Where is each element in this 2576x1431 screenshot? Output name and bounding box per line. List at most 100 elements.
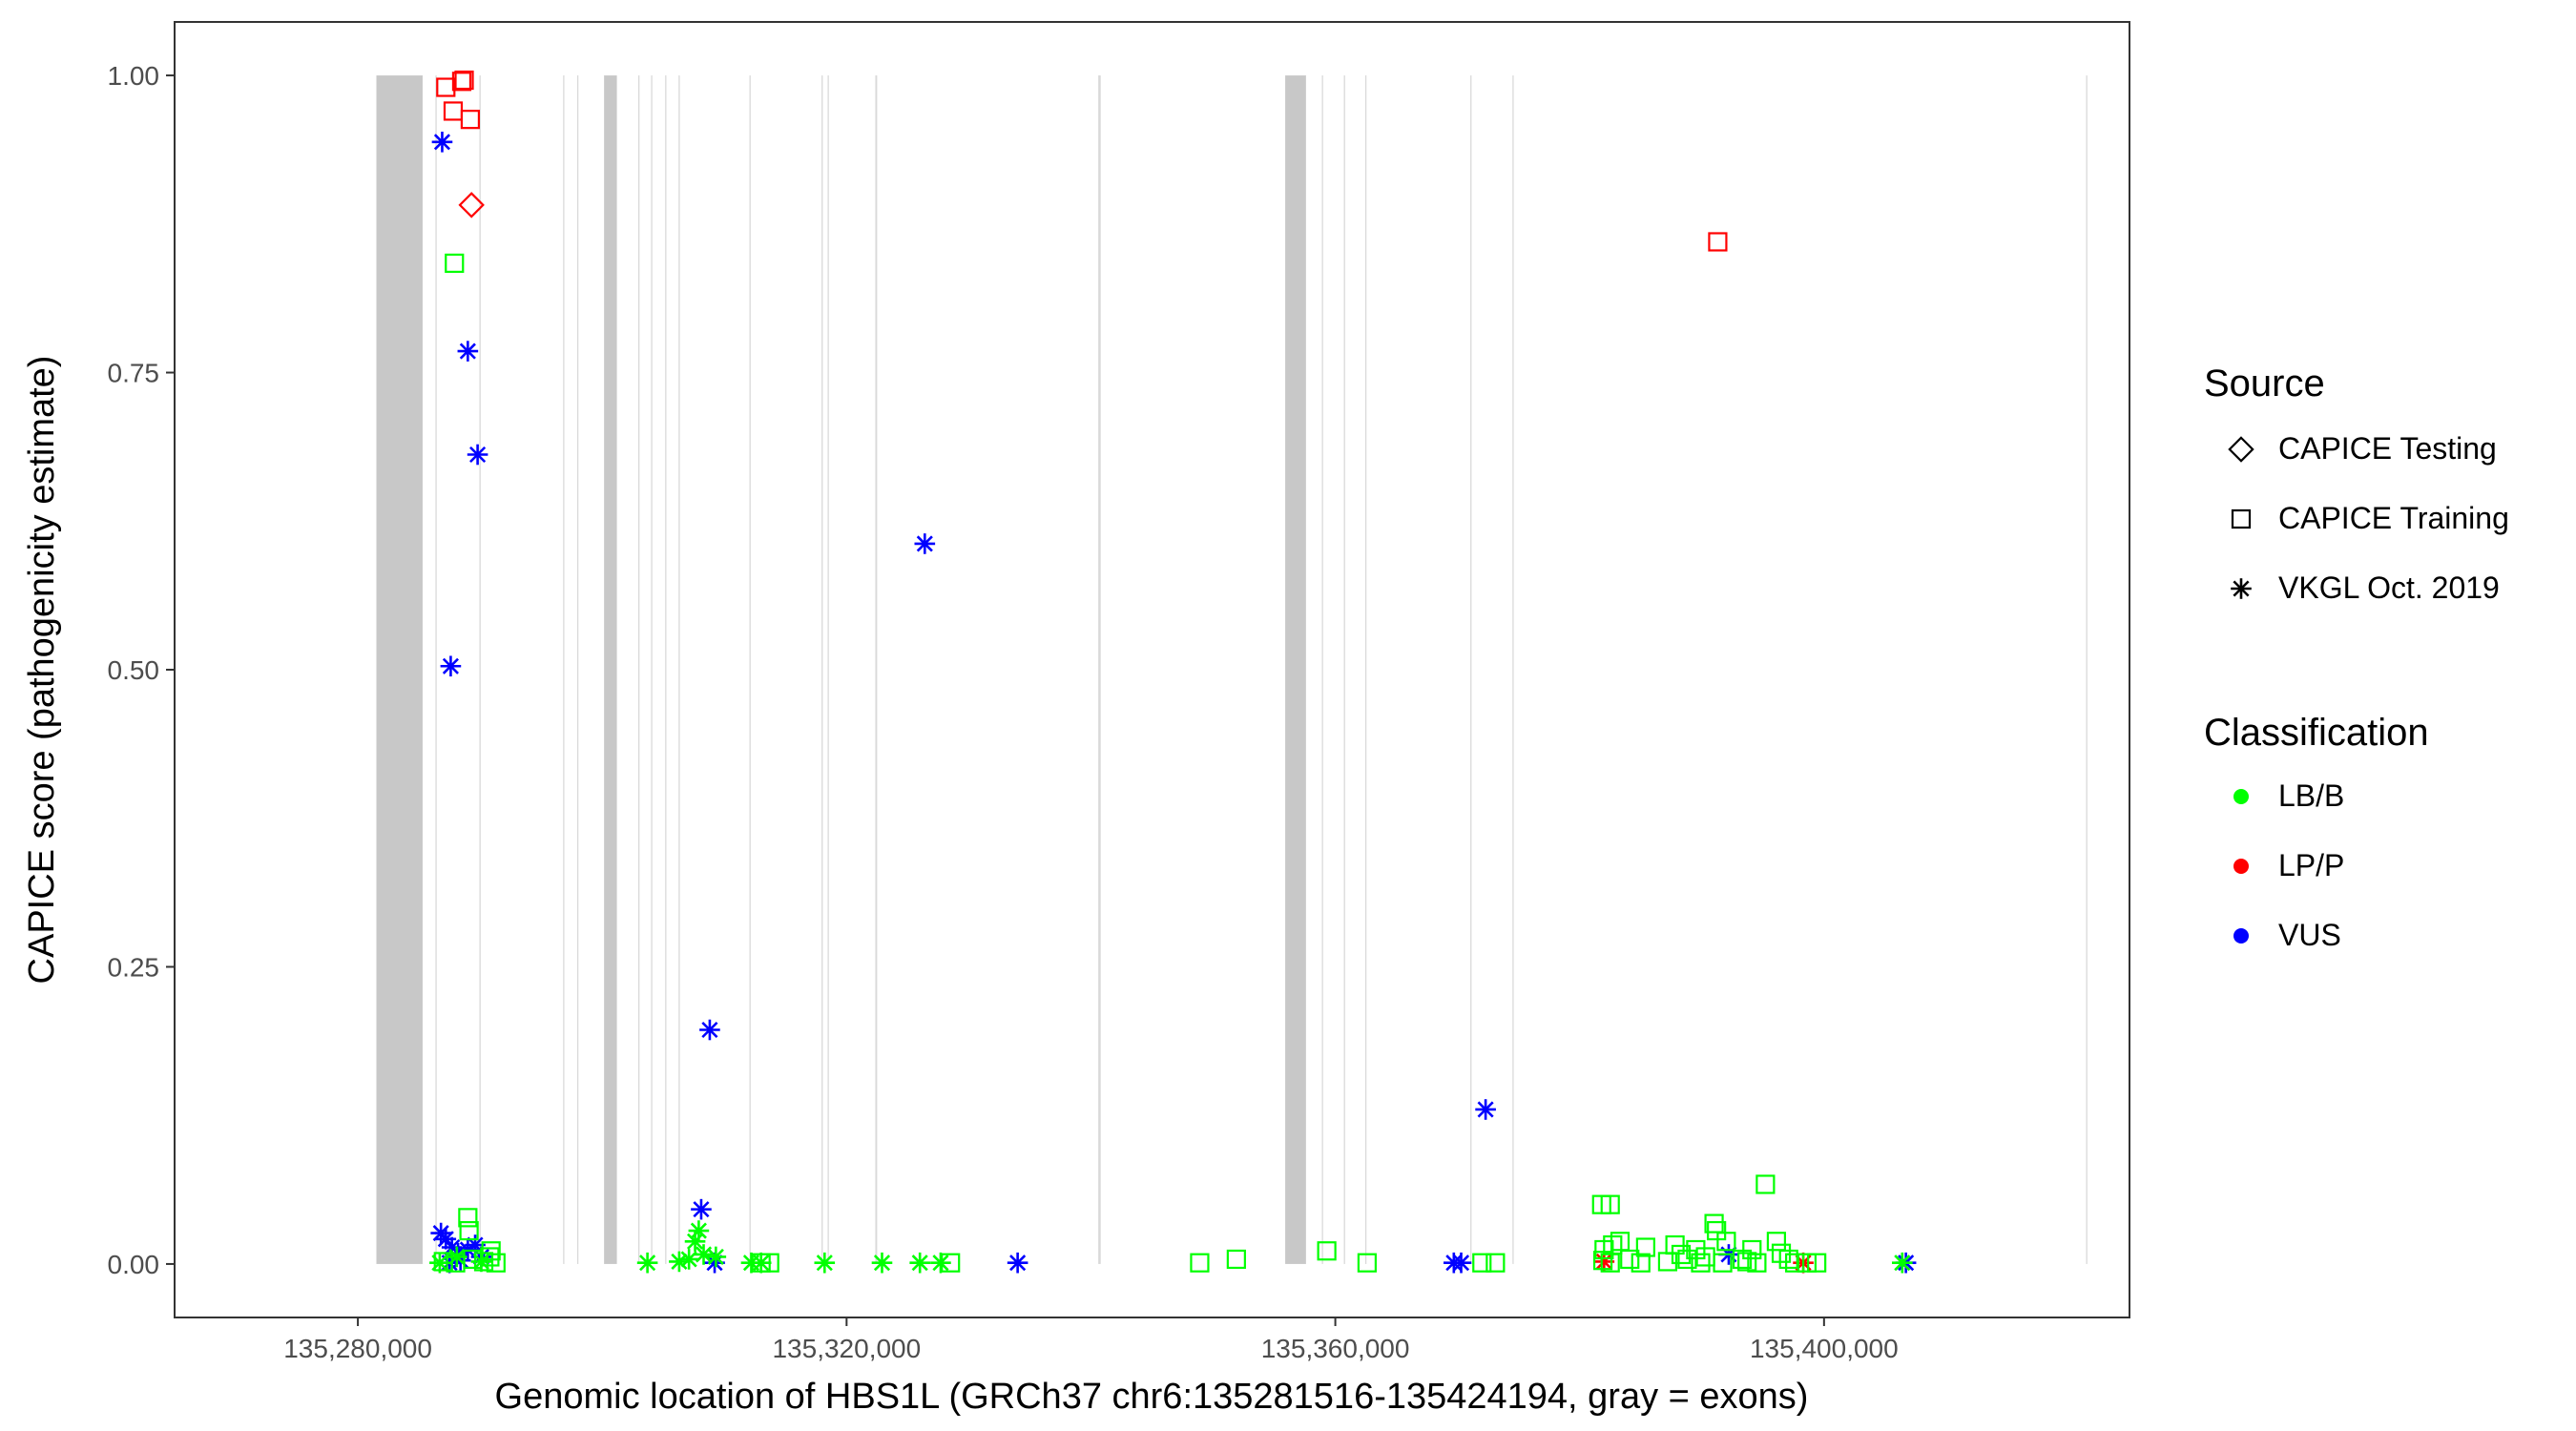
data-point <box>431 132 453 153</box>
plot-panel-border <box>174 21 2130 1318</box>
data-point <box>1747 1253 1767 1273</box>
data-point <box>930 1252 951 1274</box>
data-point <box>1737 1252 1757 1272</box>
data-point <box>1785 1253 1805 1273</box>
legend-class-keys <box>2233 789 2249 944</box>
exon-band <box>1470 75 1472 1264</box>
data-point <box>909 1252 930 1274</box>
data-point <box>457 341 479 362</box>
legend-key-color <box>2233 859 2249 874</box>
legend-classification-title: Classification <box>2204 712 2429 754</box>
data-point <box>445 253 465 274</box>
exon-band <box>604 75 617 1264</box>
data-point <box>1708 232 1728 252</box>
data-point <box>1472 1253 1492 1273</box>
x-axis-title: Genomic location of HBS1L (GRCh37 chr6:1… <box>495 1377 1809 1417</box>
data-point <box>436 77 456 97</box>
data-point <box>1797 1253 1818 1273</box>
legend-label-vkgl: VKGL Oct. 2019 <box>2278 570 2500 605</box>
data-point <box>1713 1253 1733 1273</box>
exon-band <box>1512 75 1514 1264</box>
data-point <box>1742 1239 1762 1260</box>
y-tick-label: 0.50 <box>108 655 160 685</box>
y-tick-label: 0.25 <box>108 952 160 982</box>
data-point <box>1635 1237 1655 1257</box>
data-point <box>1620 1249 1640 1270</box>
data-point <box>458 1208 478 1228</box>
data-point <box>467 444 488 466</box>
x-tick-label: 135,400,000 <box>1750 1334 1899 1363</box>
exons-layer <box>376 75 2088 1264</box>
data-point <box>1892 1252 1913 1274</box>
x-axis: 135,280,000 135,320,000 135,360,000 135,400… <box>283 1317 1899 1363</box>
data-point <box>1357 1253 1377 1273</box>
legend-key-asterisk <box>2231 578 2252 599</box>
data-point <box>750 1252 772 1274</box>
data-point <box>481 1241 501 1261</box>
data-point <box>705 1246 727 1268</box>
data-point <box>1766 1232 1786 1252</box>
legend-label-vus: VUS <box>2278 918 2341 952</box>
legend: Source CAPICE Testing CAPICE Training VK… <box>2204 363 2509 952</box>
data-point <box>454 70 474 91</box>
y-axis-title: CAPICE score (pathogenicity estimate) <box>22 356 62 985</box>
data-point <box>691 1198 712 1220</box>
exon-band <box>651 75 653 1264</box>
data-point <box>1600 1194 1620 1214</box>
exon-band <box>821 75 823 1264</box>
data-point <box>678 1249 699 1270</box>
x-tick-label: 135,280,000 <box>283 1334 432 1363</box>
data-point <box>1475 1099 1496 1120</box>
data-point <box>1755 1174 1776 1194</box>
x-tick-label: 135,360,000 <box>1261 1334 1410 1363</box>
data-point <box>447 1246 467 1268</box>
exon-band <box>376 75 423 1264</box>
data-point <box>871 1252 893 1274</box>
legend-key-diamond <box>2228 436 2254 463</box>
legend-source-keys <box>2228 436 2254 599</box>
legend-key-color <box>2233 789 2249 804</box>
data-point <box>1450 1252 1472 1274</box>
legend-label-lpp: LP/P <box>2278 848 2344 882</box>
data-point <box>1631 1253 1651 1273</box>
exon-band <box>665 75 667 1264</box>
data-point <box>451 72 472 92</box>
y-tick-label: 1.00 <box>108 61 160 91</box>
data-point <box>443 101 464 121</box>
legend-key-color <box>2233 928 2249 944</box>
exon-band <box>576 75 579 1264</box>
data-point <box>1707 1220 1727 1241</box>
data-point <box>1190 1253 1210 1273</box>
exon-band <box>749 75 751 1264</box>
exon-band <box>563 75 565 1264</box>
exon-band <box>479 75 481 1264</box>
data-point <box>1485 1253 1506 1273</box>
y-tick-label: 0.00 <box>108 1250 160 1279</box>
exon-band <box>1321 75 1323 1264</box>
data-point <box>460 110 481 130</box>
data-point <box>1716 1232 1736 1252</box>
data-point <box>1695 1247 1715 1267</box>
points-layer <box>429 70 1917 1274</box>
exon-band <box>435 75 437 1264</box>
exon-band <box>678 75 680 1264</box>
data-point <box>1610 1232 1631 1252</box>
data-point <box>814 1252 836 1274</box>
exon-band <box>637 75 640 1264</box>
exon-band <box>1098 75 1101 1264</box>
data-point <box>429 1252 450 1274</box>
data-point <box>1657 1252 1678 1272</box>
data-point <box>1704 1213 1724 1234</box>
data-point <box>1691 1253 1711 1273</box>
exon-band <box>1364 75 1367 1264</box>
y-axis: 0.00 0.25 0.50 0.75 1.00 <box>108 61 175 1279</box>
legend-source-title: Source <box>2204 363 2325 404</box>
data-point <box>440 655 462 677</box>
data-point <box>914 533 936 554</box>
data-point <box>1807 1253 1827 1273</box>
data-point <box>688 1220 710 1241</box>
data-point <box>1007 1252 1028 1274</box>
data-point <box>1686 1239 1706 1260</box>
exon-band <box>1343 75 1345 1264</box>
